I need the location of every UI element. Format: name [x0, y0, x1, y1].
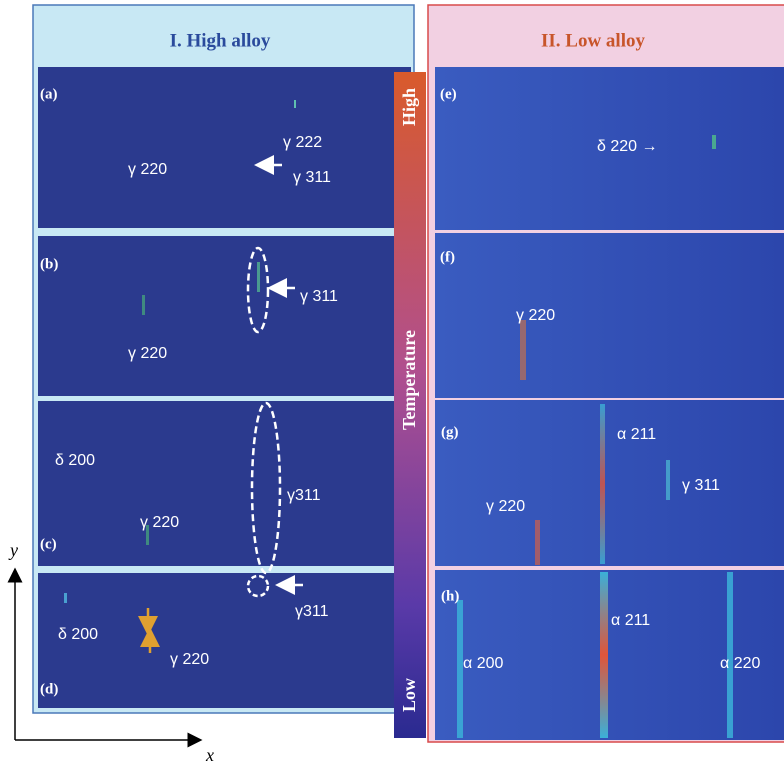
annotation: δ 200: [55, 452, 95, 469]
annotation: δ 200: [58, 626, 98, 643]
temperature-low: Low: [399, 678, 419, 712]
image-f: [435, 233, 784, 398]
spot: [64, 593, 67, 603]
annotation: γ311: [295, 603, 329, 620]
temperature-label: Temperature: [399, 330, 419, 430]
annotation: γ 220: [128, 161, 167, 178]
annotation: γ 220: [128, 345, 167, 362]
annotation: γ 220: [170, 651, 209, 668]
x-axis-label: x: [205, 745, 214, 765]
image-label: (b): [40, 256, 58, 272]
streak: [666, 460, 670, 500]
y-axis-label: y: [8, 540, 18, 560]
image-label: (g): [441, 424, 459, 440]
image-label: (c): [40, 536, 57, 552]
panel-title: II. Low alloy: [541, 30, 645, 51]
spot: [294, 100, 296, 108]
annotation: γ 220: [516, 307, 555, 324]
temperature-high: High: [399, 88, 419, 126]
annotation: γ311: [287, 487, 321, 504]
annotation: α 200: [463, 655, 503, 672]
streak: [535, 520, 540, 565]
image-b: [38, 236, 411, 396]
image-label: (h): [441, 588, 459, 604]
figure: I. High alloy (a) γ 222 γ 220 γ 311 (b) …: [0, 0, 784, 766]
image-label: (e): [440, 86, 457, 102]
streak: [520, 320, 526, 380]
streak: [600, 404, 605, 564]
spot: [142, 295, 145, 315]
annotation: γ 220: [486, 498, 525, 515]
spot: [257, 262, 260, 292]
annotation: γ 222: [283, 134, 322, 151]
annotation: γ 311: [300, 288, 338, 305]
image-label: (a): [40, 86, 58, 102]
annotation: δ 220 →: [597, 138, 658, 155]
image-c: [38, 401, 415, 566]
annotation: α 220: [720, 655, 760, 672]
image-a: [38, 67, 411, 228]
image-label: (f): [440, 249, 455, 265]
annotation: γ 311: [682, 477, 720, 494]
streak: [600, 572, 608, 738]
spot: [712, 135, 716, 149]
page: I. High alloy (a) γ 222 γ 220 γ 311 (b) …: [0, 0, 784, 766]
image-label: (d): [40, 681, 58, 697]
annotation: γ 311: [293, 169, 331, 186]
image-g: [435, 400, 784, 566]
annotation: γ 220: [140, 514, 179, 531]
annotation: α 211: [611, 612, 650, 629]
annotation: α 211: [617, 426, 656, 443]
panel-title: I. High alloy: [170, 30, 271, 51]
